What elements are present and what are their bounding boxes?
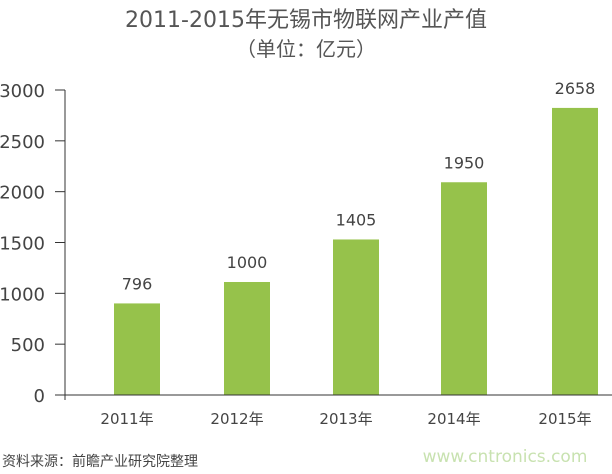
chart-title: 2011-2015年无锡市物联网产业产值 <box>125 8 487 33</box>
y-tick-label: 0 <box>34 386 45 407</box>
data-label: 1950 <box>444 153 485 172</box>
y-tick-label: 2000 <box>0 183 45 204</box>
data-label: 2658 <box>555 79 596 98</box>
data-label: 1000 <box>227 253 268 272</box>
bar <box>333 239 379 395</box>
x-tick-label: 2013年 <box>319 410 372 428</box>
x-tick-label: 2015年 <box>538 410 591 428</box>
y-axis: 0 500 1000 1500 2000 2500 3000 <box>0 81 66 407</box>
x-tick-label: 2011年 <box>100 410 153 428</box>
x-tick-label: 2014年 <box>427 410 480 428</box>
x-tick-label: 2012年 <box>210 410 263 428</box>
bar <box>224 282 270 395</box>
y-tick-label: 1000 <box>0 284 45 305</box>
bar <box>114 303 160 395</box>
source-note: 资料来源：前瞻产业研究院整理 <box>2 453 198 470</box>
y-tick-label: 500 <box>11 335 45 356</box>
bars: 796 1000 1405 1950 2658 <box>114 79 598 395</box>
bar <box>552 107 598 395</box>
y-tick-label: 1500 <box>0 234 45 255</box>
chart-subtitle: （单位：亿元） <box>236 37 376 61</box>
y-tick-label: 2500 <box>0 132 45 153</box>
x-axis: 2011年 2012年 2013年 2014年 2015年 <box>55 394 612 428</box>
y-tick-label: 3000 <box>0 81 45 102</box>
bar <box>441 182 487 395</box>
data-label: 1405 <box>336 210 377 229</box>
watermark: www.cntronics.com <box>423 447 588 467</box>
data-label: 796 <box>122 274 153 293</box>
